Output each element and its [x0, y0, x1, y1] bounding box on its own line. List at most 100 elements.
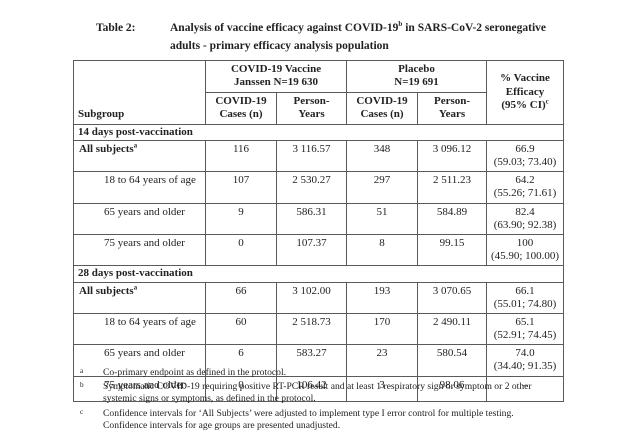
value-cell: 51 [346, 202, 419, 235]
vaccine-group-line1: COVID-19 Vaccine [230, 63, 322, 75]
person-years-line1: Person- [433, 94, 471, 107]
efficacy-header-line3: (95% CI) [501, 99, 546, 112]
placebo-group-line1: Placebo [398, 63, 435, 75]
footnote-text: Co-primary endpoint as defined in the pr… [103, 367, 287, 378]
section-header-row: 14 days post-vaccination [72, 123, 565, 141]
group-header-row: Subgroup COVID-19 Vaccine Janssen N=19 63… [73, 60, 565, 125]
table-row: All subjectsa 116 3 116.57 348 3 096.12 66.9(… [73, 139, 565, 173]
value-cell: 3 070.65 [417, 281, 488, 314]
footnote-marker: c [80, 406, 84, 416]
efficacy-cell: – [486, 375, 565, 402]
efficacy-cell: 66.1 (55.01; 74.80) [486, 281, 565, 314]
value-cell: 3 [346, 375, 419, 402]
subgroup-cell: 65 years and older [73, 202, 206, 235]
efficacy-table: Subgroup COVID-19 Vaccine Janssen N=19 63… [72, 60, 565, 402]
footnote: c Confidence intervals for ‘All Subjects’… [80, 406, 562, 430]
subgroup-cell: 75 years and older [73, 375, 206, 402]
table-row: 65 years and older 6 583.27 23 580.54 74.0 (34… [73, 344, 565, 377]
subgroup-superscript: a [133, 142, 138, 150]
value-cell: 116 [205, 139, 277, 173]
title-line2: adults - primary efficacy analysis popul… [170, 39, 389, 52]
placebo-group-line2: N=19 691 [394, 76, 439, 89]
person-years-line1: Person- [293, 94, 330, 107]
table-title-label: Table 2: [96, 22, 136, 34]
value-cell: 106.42 [275, 375, 348, 402]
footnote-marker: b [80, 380, 84, 390]
value-cell: 9 [205, 202, 277, 235]
value-cell: 2 530.27 [275, 171, 348, 204]
table-row: 65 years and older 9 586.31 51 584.89 82.4 (63… [73, 202, 565, 235]
value-cell: 3 102.00 [275, 281, 348, 314]
table-row: 18 to 64 years of age 107 2 530.27 297 2 511… [73, 171, 565, 204]
efficacy-header-line1: % Vaccine [500, 72, 550, 85]
value-cell: 2 490.11 [417, 312, 488, 346]
value-cell: 348 [346, 139, 419, 173]
value-cell: 2 511.23 [417, 171, 488, 204]
value-cell: 23 [346, 344, 419, 377]
col-header-placebo-group: Placebo N=19 691 [346, 60, 488, 93]
value-cell: 3 096.12 [417, 139, 488, 173]
value-cell: 107.37 [275, 233, 348, 267]
table-row: All subjectsa 66 3 102.00 193 3 070.65 66.1 (5… [73, 281, 565, 314]
value-cell: 297 [346, 171, 419, 204]
subgroup-cell: All subjectsa [73, 139, 206, 173]
subgroup-cell: 65 years and older [73, 344, 206, 377]
cases-line1: COVID-19 [215, 94, 267, 107]
col-header-vaccine-cases: COVID-19 Cases (n) [205, 91, 277, 125]
person-years-line2: Years [438, 108, 466, 121]
table-title: Table 2: Analysis of vaccine efficacy ag… [96, 20, 566, 56]
value-cell: 60 [205, 312, 277, 346]
subgroup-cell: 18 to 64 years of age [73, 312, 206, 346]
sub-header-row: COVID-19 Cases (n) Person- Years COVID-19 C… [74, 91, 564, 125]
value-cell: 99.15 [417, 233, 488, 267]
value-cell: 586.31 [275, 202, 348, 235]
table-row: 18 to 64 years of age 60 2 518.73 170 2 490.… [73, 312, 565, 346]
table-row: 75 years and older 0 106.42 3 98.06– [73, 375, 565, 402]
efficacy-cell: 82.4 (63.90; 92.38) [486, 202, 565, 235]
subgroup-cell: 75 years and older [73, 233, 206, 267]
efficacy-cell: 66.9 (59.03; 73.40) [486, 139, 565, 173]
subgroup-cell: All subjectsa [73, 281, 206, 314]
efficacy-cell: 64.2 (55.26; 71.61) [486, 171, 565, 204]
value-cell: 98.06 [417, 375, 488, 402]
col-header-placebo-cases: COVID-19 Cases (n) [346, 91, 419, 125]
value-cell: 2 518.73 [275, 312, 348, 346]
footnote-text: Symptomatic COVID-19 requiring positive … [103, 381, 532, 405]
efficacy-superscript-c: c [545, 98, 549, 106]
footnote-text: Confidence intervals for ‘All Subjects’ … [103, 407, 514, 430]
title-superscript-b: b [398, 20, 403, 29]
value-cell: 170 [346, 312, 419, 346]
section-header-label: 28 days post-vaccination [72, 265, 565, 283]
cases-line2: Cases (n) [219, 108, 263, 121]
value-cell: 66 [205, 281, 277, 314]
table-row: 75 years and older 0 107.37 8 99.15 100 (45.90… [73, 233, 565, 267]
col-header-efficacy: % Vaccine Efficacy (95% CI)c [486, 60, 565, 125]
efficacy-cell: 74.0 (34.40; 91.35) [486, 344, 565, 377]
value-cell: 6 [205, 344, 277, 377]
vaccine-group-line2: Janssen N=19 630 [234, 76, 318, 89]
efficacy-cell: 100 (45.90; 100.00) [486, 233, 565, 267]
section-header-row: 28 days post-vaccination [72, 265, 565, 283]
col-header-placebo-person-years: Person- Years [417, 91, 488, 125]
value-cell: 583.27 [275, 344, 348, 377]
footnotes: a Co-primary endpoint as defined in the p… [80, 366, 562, 430]
col-header-subgroup: Subgroup [73, 60, 206, 125]
cases-line2: Cases (n) [360, 108, 404, 121]
footnote: b Symptomatic COVID-19 requiring positive… [80, 380, 562, 405]
efficacy-cell: 65.1 (52.91; 74.45) [486, 312, 565, 346]
value-cell: 580.54 [417, 344, 488, 377]
person-years-line2: Years [298, 108, 325, 121]
value-cell: 584.89 [417, 202, 488, 235]
value-cell: 0 [205, 233, 277, 267]
table-title-text: Analysis of vaccine efficacy against COV… [170, 20, 566, 56]
value-cell: 193 [346, 281, 419, 314]
efficacy-header-line2: Efficacy [505, 85, 545, 98]
section-header-label: 14 days post-vaccination [72, 123, 565, 141]
value-cell: 8 [346, 233, 419, 267]
col-header-vaccine-person-years: Person- Years [275, 91, 348, 125]
footnote-marker: a [80, 366, 84, 375]
value-cell: 3 116.57 [275, 139, 348, 173]
subgroup-superscript: a [133, 283, 138, 291]
subgroup-cell: 18 to 64 years of age [73, 171, 206, 204]
